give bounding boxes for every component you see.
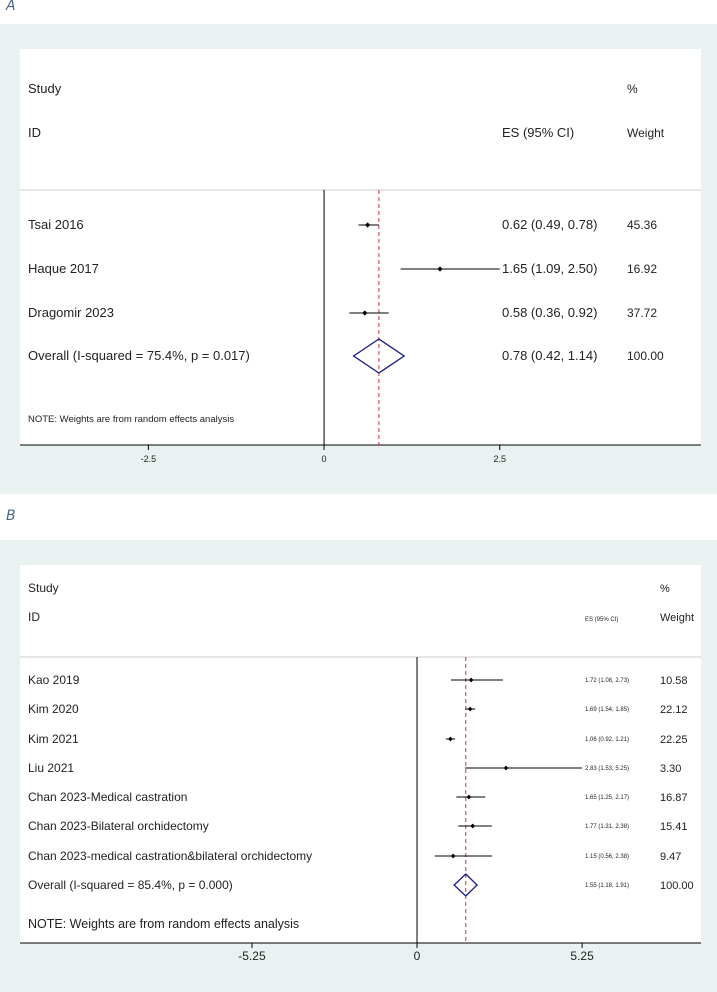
header-weight: Weight (660, 612, 694, 624)
weight-value: 15.41 (660, 821, 688, 833)
x-tick-label: 2.5 (493, 454, 506, 464)
forest-plot-b: Study ID ES (95% CI)% Weight -5.25 0 5.25 Kao 2… (20, 565, 701, 963)
weights-note: NOTE: Weights are from random effects an… (28, 414, 234, 425)
study-name: Haque 2017 (28, 261, 99, 276)
header-es-ci: ES (95% CI) (502, 125, 574, 140)
header-study: Study (28, 81, 62, 96)
study-name: Liu 2021 (28, 761, 74, 775)
weight-value: 37.72 (627, 306, 657, 320)
es-ci-value: 1.15 (0.56, 2.38) (585, 854, 629, 860)
header-id: ID (28, 610, 40, 624)
es-ci-value: 1.65 (1.09, 2.50) (502, 261, 597, 276)
overall-row: Overall (I-squared = 75.4%, p = 0.017) 0.… (28, 338, 664, 374)
es-ci-value: 1.69 (1.54, 1.85) (585, 707, 629, 713)
weight-value: 3.30 (660, 763, 681, 775)
weight-value: 10.58 (660, 675, 688, 687)
header-percent: % (627, 82, 638, 96)
es-ci-value: 2.83 (1.53, 5.25) (585, 766, 629, 772)
es-ci-value: 1.72 (1.08, 2.73) (585, 678, 629, 684)
es-ci-value: 1.65 (1.25, 2.17) (585, 795, 629, 801)
x-tick-label: -2.5 (141, 454, 157, 464)
x-tick-label: 0 (414, 949, 421, 963)
es-ci-value: 0.62 (0.49, 0.78) (502, 217, 597, 232)
weight-value: 16.87 (660, 792, 688, 804)
es-ci-value: 1.06 (0.92, 1.21) (585, 737, 629, 743)
x-tick-label: 0 (322, 454, 327, 464)
study-row: Kim 2020 1.69 (1.54, 1.85) 22.12 (28, 702, 688, 716)
study-row: Dragomir 2023 0.58 (0.36, 0.92) 37.72 (28, 305, 657, 320)
header-id: ID (28, 125, 41, 140)
point-estimate (466, 794, 472, 800)
study-row: Kim 2021 1.06 (0.92, 1.21) 22.25 (28, 732, 688, 746)
overall-label: Overall (I-squared = 75.4%, p = 0.017) (28, 348, 250, 363)
weight-value: 45.36 (627, 218, 657, 232)
study-row: Liu 2021 2.83 (1.53, 5.25) 3.30 (28, 761, 681, 775)
point-estimate (365, 222, 371, 228)
plot-area (20, 49, 701, 445)
point-estimate (503, 765, 509, 771)
x-tick-label: -5.25 (238, 949, 266, 963)
study-name: Chan 2023-medical castration&bilateral o… (28, 849, 312, 863)
point-estimate (470, 823, 476, 829)
overall-diamond (352, 338, 406, 374)
weight-value: 16.92 (627, 262, 657, 276)
study-row: Chan 2023-medical castration&bilateral o… (28, 849, 681, 863)
study-name: Dragomir 2023 (28, 305, 114, 320)
es-ci-value: 0.58 (0.36, 0.92) (502, 305, 597, 320)
header-es-ci: ES (95% CI) (585, 617, 618, 623)
panel-label-b: B (6, 508, 16, 524)
header-study: Study (28, 581, 59, 595)
point-estimate (362, 310, 368, 316)
point-estimate (437, 266, 443, 272)
weights-note: NOTE: Weights are from random effects an… (28, 917, 299, 931)
overall-es-ci-value: 0.78 (0.42, 1.14) (502, 348, 597, 363)
point-estimate (468, 677, 474, 683)
overall-row: Overall (I-squared = 85.4%, p = 0.000) 1.… (28, 873, 694, 897)
study-name: Chan 2023-Medical castration (28, 790, 187, 804)
header-weight: Weight (627, 126, 665, 140)
overall-weight-value: 100.00 (660, 880, 694, 892)
point-estimate (447, 736, 453, 742)
study-name: Kao 2019 (28, 673, 80, 687)
overall-weight-value: 100.00 (627, 349, 664, 363)
study-name: Kim 2021 (28, 732, 79, 746)
point-estimate (467, 706, 473, 712)
study-row: Chan 2023-Bilateral orchidectomy 1.77 (1.… (28, 819, 688, 833)
weight-value: 22.25 (660, 734, 688, 746)
overall-es-ci-value: 1.55 (1.18, 1.91) (585, 883, 629, 889)
overall-label: Overall (I-squared = 85.4%, p = 0.000) (28, 878, 233, 892)
plot-area (20, 565, 701, 943)
weight-value: 22.12 (660, 704, 688, 716)
study-row: Chan 2023-Medical castration 1.65 (1.25, … (28, 790, 688, 804)
study-name: Kim 2020 (28, 702, 79, 716)
study-name: Chan 2023-Bilateral orchidectomy (28, 819, 209, 833)
header-percent: % (660, 583, 670, 595)
weight-value: 9.47 (660, 851, 681, 863)
forest-plot-a: Study ID ES (95% CI)% Weight -2.5 0 2.5 Tsai 20… (20, 49, 701, 464)
study-row: Haque 2017 1.65 (1.09, 2.50) 16.92 (28, 261, 657, 276)
es-ci-value: 1.77 (1.31, 2.38) (585, 824, 629, 830)
panel-label-a: A (6, 0, 16, 14)
x-tick-label: 5.25 (570, 949, 594, 963)
study-row: Tsai 2016 0.62 (0.49, 0.78) 45.36 (28, 217, 657, 232)
study-row: Kao 2019 1.72 (1.08, 2.73) 10.58 (28, 673, 688, 687)
point-estimate (450, 853, 456, 859)
study-name: Tsai 2016 (28, 217, 84, 232)
overall-diamond (453, 873, 479, 897)
